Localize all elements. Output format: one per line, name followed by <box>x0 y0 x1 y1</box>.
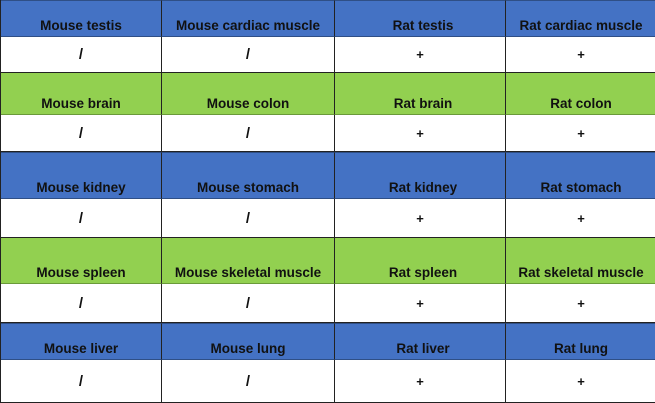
value-cell: / <box>1 115 162 152</box>
header-cell: Rat liver <box>335 323 506 360</box>
value-cell: / <box>1 284 162 323</box>
header-cell: Mouse kidney <box>1 152 162 199</box>
header-cell: Mouse brain <box>1 73 162 115</box>
value-cell: + <box>506 360 655 403</box>
header-cell: Rat colon <box>506 73 655 115</box>
header-cell: Mouse liver <box>1 323 162 360</box>
header-cell: Rat skeletal muscle <box>506 238 655 284</box>
header-cell: Rat kidney <box>335 152 506 199</box>
value-cell: + <box>506 115 655 152</box>
header-cell: Mouse colon <box>162 73 335 115</box>
value-cell: / <box>162 284 335 323</box>
value-cell: / <box>162 37 335 73</box>
header-cell: Mouse stomach <box>162 152 335 199</box>
header-cell: Mouse cardiac muscle <box>162 0 335 37</box>
value-cell: + <box>506 37 655 73</box>
value-cell: / <box>162 199 335 238</box>
header-cell: Mouse skeletal muscle <box>162 238 335 284</box>
value-cell: + <box>335 360 506 403</box>
value-cell: + <box>335 37 506 73</box>
value-cell: + <box>506 199 655 238</box>
value-cell: / <box>162 115 335 152</box>
header-cell: Rat testis <box>335 0 506 37</box>
header-cell: Mouse spleen <box>1 238 162 284</box>
header-cell: Mouse testis <box>1 0 162 37</box>
value-cell: + <box>335 284 506 323</box>
header-cell: Rat cardiac muscle <box>506 0 655 37</box>
header-cell: Rat stomach <box>506 152 655 199</box>
value-cell: + <box>335 199 506 238</box>
value-cell: / <box>1 199 162 238</box>
value-cell: / <box>162 360 335 403</box>
value-cell: + <box>335 115 506 152</box>
value-cell: + <box>506 284 655 323</box>
value-cell: / <box>1 360 162 403</box>
header-cell: Rat brain <box>335 73 506 115</box>
header-cell: Rat lung <box>506 323 655 360</box>
value-cell: / <box>1 37 162 73</box>
header-cell: Mouse lung <box>162 323 335 360</box>
header-cell: Rat spleen <box>335 238 506 284</box>
